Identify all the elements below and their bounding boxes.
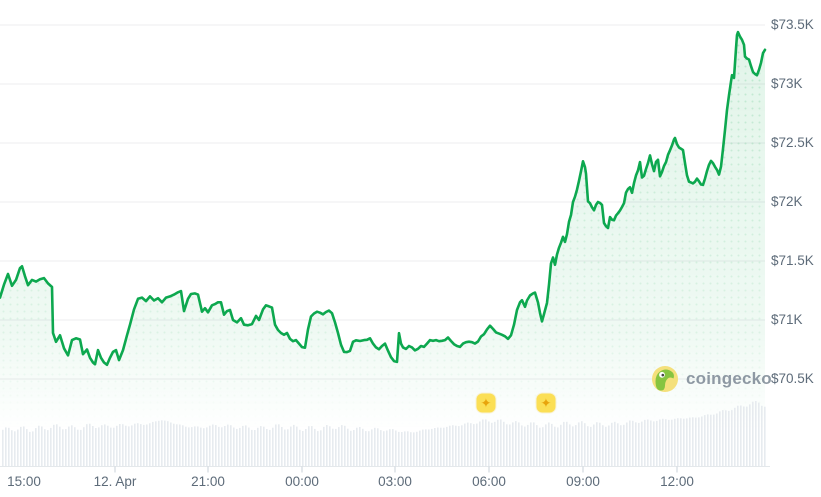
y-axis-label: $71.5K (771, 253, 814, 268)
volume-bars (2, 401, 766, 467)
y-axis-label: $70.5K (771, 371, 814, 386)
event-marker-badge[interactable]: ✦ (536, 393, 556, 413)
price-area-fill (0, 32, 765, 430)
x-axis-label: 00:00 (285, 474, 319, 489)
coingecko-watermark-label: coingecko (686, 369, 772, 388)
y-axis-label: $73.5K (771, 17, 814, 32)
x-axis-label: 09:00 (566, 474, 600, 489)
x-axis-label: 15:00 (7, 474, 41, 489)
x-axis-label: 12. Apr (93, 474, 137, 489)
x-axis-line (0, 466, 770, 473)
sparkle-icon: ✦ (540, 395, 552, 411)
sparkle-icon: ✦ (480, 395, 492, 411)
y-axis-label: $72.5K (771, 135, 814, 150)
x-axis-label: 12:00 (660, 474, 694, 489)
y-axis-label: $73K (771, 76, 803, 91)
x-axis-label: 06:00 (472, 474, 506, 489)
price-line (0, 30, 767, 367)
y-axis-label: $71K (771, 312, 803, 327)
y-axis-label: $72K (771, 194, 803, 209)
x-axis-label: 21:00 (191, 474, 225, 489)
x-axis-label: 03:00 (378, 474, 412, 489)
coingecko-logo-icon (652, 366, 678, 392)
event-marker-badge[interactable]: ✦ (476, 393, 496, 413)
coingecko-watermark: coingecko (652, 366, 772, 392)
